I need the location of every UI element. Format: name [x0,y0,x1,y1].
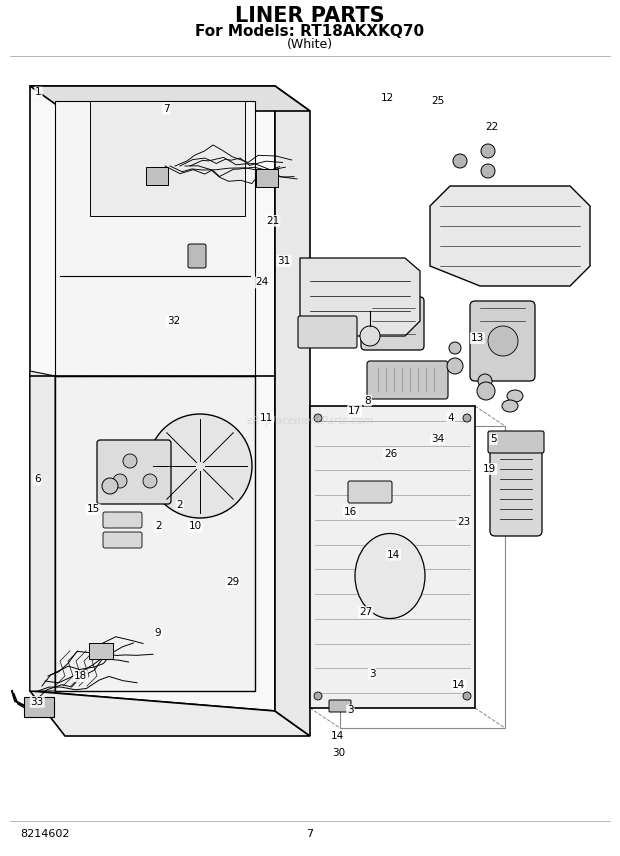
Text: 23: 23 [457,517,471,527]
Text: 26: 26 [384,449,397,459]
Polygon shape [310,406,475,708]
FancyBboxPatch shape [97,440,171,504]
Circle shape [314,692,322,700]
Text: 14: 14 [387,550,401,560]
Polygon shape [55,376,255,691]
FancyBboxPatch shape [298,316,357,348]
Polygon shape [30,86,310,111]
Text: LINER PARTS: LINER PARTS [235,6,385,26]
Circle shape [148,414,252,518]
FancyBboxPatch shape [24,697,54,717]
FancyBboxPatch shape [488,431,544,453]
Text: 31: 31 [277,256,291,266]
Text: 24: 24 [255,277,268,288]
Circle shape [488,326,518,356]
Polygon shape [30,691,310,736]
Ellipse shape [502,400,518,412]
Text: 21: 21 [266,216,280,226]
Text: 14: 14 [452,680,466,690]
FancyBboxPatch shape [256,169,278,187]
Polygon shape [90,101,245,216]
Text: 2: 2 [177,500,183,510]
Ellipse shape [355,533,425,619]
Text: 7: 7 [306,829,314,839]
Polygon shape [30,371,55,691]
Text: 25: 25 [432,96,445,106]
Circle shape [102,478,118,494]
FancyBboxPatch shape [361,297,424,350]
Text: 2: 2 [155,521,161,532]
Text: 9: 9 [155,628,161,639]
Text: 12: 12 [381,93,394,104]
Polygon shape [430,186,590,286]
Text: eReplacementParts.com: eReplacementParts.com [246,416,374,426]
FancyBboxPatch shape [490,441,542,536]
FancyBboxPatch shape [348,481,392,503]
Polygon shape [275,86,310,736]
FancyBboxPatch shape [103,532,142,548]
Text: 17: 17 [348,406,361,416]
Circle shape [449,342,461,354]
Text: 4: 4 [448,413,454,423]
Text: 27: 27 [359,607,373,617]
Text: 14: 14 [331,731,345,741]
Polygon shape [55,101,255,376]
Text: 30: 30 [332,748,345,758]
FancyBboxPatch shape [470,301,535,381]
Circle shape [481,144,495,158]
Text: 13: 13 [471,333,484,343]
Text: 5: 5 [490,434,497,444]
Text: 34: 34 [431,434,445,444]
Text: 18: 18 [74,671,87,681]
FancyBboxPatch shape [103,512,142,528]
Text: 3: 3 [369,669,375,679]
Text: 22: 22 [485,122,498,132]
Text: 33: 33 [30,697,44,707]
Ellipse shape [507,390,523,402]
Polygon shape [30,86,275,711]
FancyBboxPatch shape [146,167,168,185]
Circle shape [447,358,463,374]
Text: For Models: RT18AKXKQ70: For Models: RT18AKXKQ70 [195,23,425,39]
Circle shape [481,164,495,178]
Text: 10: 10 [188,521,202,532]
Text: 1: 1 [35,87,42,98]
FancyBboxPatch shape [367,361,448,399]
Circle shape [478,374,492,388]
Text: 3: 3 [347,705,353,716]
Circle shape [463,692,471,700]
FancyBboxPatch shape [329,700,351,712]
Text: 8: 8 [365,395,371,406]
Circle shape [463,414,471,422]
FancyBboxPatch shape [89,643,113,659]
Circle shape [477,382,495,400]
Text: 16: 16 [343,507,357,517]
Text: 8214602: 8214602 [20,829,69,839]
Text: 32: 32 [167,316,180,326]
Circle shape [143,474,157,488]
Text: 7: 7 [163,104,169,114]
Text: (White): (White) [287,38,333,51]
Text: 19: 19 [483,464,497,474]
Text: 11: 11 [260,413,273,423]
Circle shape [113,474,127,488]
Circle shape [314,414,322,422]
Polygon shape [300,258,420,336]
Text: 29: 29 [226,577,239,587]
Circle shape [453,154,467,168]
Circle shape [123,454,137,468]
Text: 15: 15 [86,504,100,514]
FancyBboxPatch shape [188,244,206,268]
Text: 6: 6 [34,474,40,484]
Circle shape [360,326,380,346]
